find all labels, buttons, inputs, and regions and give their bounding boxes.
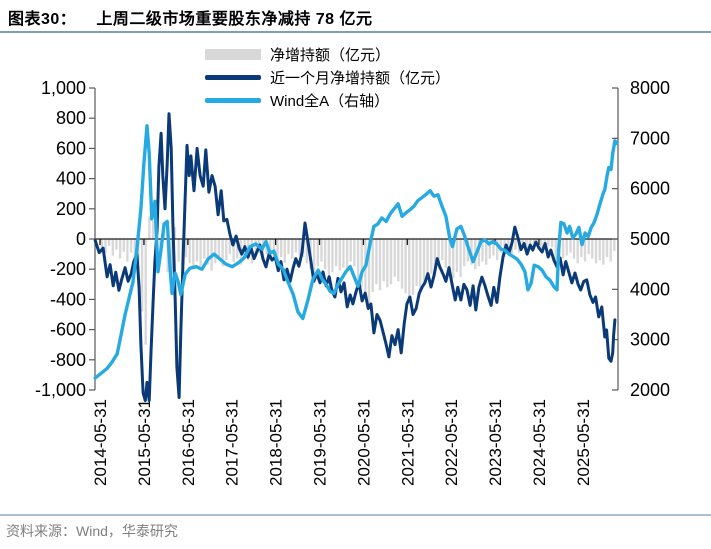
legend-item-net-change: 净增持额（亿元）	[205, 45, 450, 64]
svg-text:400: 400	[56, 169, 86, 189]
svg-text:600: 600	[56, 138, 86, 158]
svg-text:8000: 8000	[630, 78, 670, 98]
svg-text:200: 200	[56, 199, 86, 219]
chart-legend: 净增持额（亿元） 近一个月净增持额（亿元） Wind全A（右轴）	[205, 45, 451, 110]
x-axis-labels: 2014-05-31 2015-05-31 2016-05-31 2017-05-31…	[91, 399, 593, 486]
svg-text:-400: -400	[50, 289, 86, 309]
line-series-monthly-net-change	[93, 112, 617, 403]
legend-swatch-navy-line	[205, 74, 261, 80]
svg-text:-1,000: -1,000	[35, 380, 86, 400]
line-series-wind-all-a	[93, 124, 619, 380]
figure-title: 图表30： 上周二级市场重要股东净减持 78 亿元	[8, 5, 373, 29]
svg-text:6000: 6000	[630, 179, 670, 199]
svg-text:0: 0	[76, 229, 86, 249]
source-rule	[0, 514, 711, 516]
svg-text:3000: 3000	[630, 330, 670, 350]
title-rule	[0, 31, 711, 33]
legend-swatch-cyan-line	[205, 97, 261, 103]
svg-text:2023-05-31: 2023-05-31	[486, 399, 505, 486]
svg-text:2019-05-31: 2019-05-31	[311, 399, 330, 486]
svg-text:2017-05-31: 2017-05-31	[223, 399, 242, 486]
svg-text:2025-05-31: 2025-05-31	[574, 399, 593, 486]
figure-number: 图表30：	[8, 11, 77, 28]
svg-text:2022-05-31: 2022-05-31	[442, 399, 461, 486]
svg-text:7000: 7000	[630, 128, 670, 148]
legend-swatch-bar	[205, 48, 261, 60]
figure-title-text: 上周二级市场重要股东净减持 78 亿元	[96, 11, 373, 28]
svg-text:2014-05-31: 2014-05-31	[91, 399, 110, 486]
svg-text:2021-05-31: 2021-05-31	[398, 399, 417, 486]
svg-text:800: 800	[56, 108, 86, 128]
svg-text:5000: 5000	[630, 229, 670, 249]
svg-text:-800: -800	[50, 350, 86, 370]
legend-item-monthly-net-change: 近一个月净增持额（亿元）	[205, 68, 451, 87]
svg-text:2015-05-31: 2015-05-31	[135, 399, 154, 486]
svg-text:-200: -200	[50, 259, 86, 279]
legend-item-wind-all-a: Wind全A（右轴）	[205, 91, 450, 110]
svg-text:1,000: 1,000	[41, 78, 86, 98]
legend-label-monthly-net-change: 近一个月净增持额（亿元）	[270, 69, 451, 87]
legend-label-wind-all-a: Wind全A（右轴）	[270, 92, 390, 110]
svg-text:2016-05-31: 2016-05-31	[179, 399, 198, 486]
svg-text:2024-05-31: 2024-05-31	[530, 399, 549, 486]
svg-text:4000: 4000	[630, 279, 670, 299]
svg-text:2020-05-31: 2020-05-31	[354, 399, 373, 486]
right-axis: 8000 7000 6000 5000 4000 3000 2000	[612, 78, 670, 400]
source-text: 资料来源：Wind，华泰研究	[6, 523, 178, 539]
svg-text:-600: -600	[50, 320, 86, 340]
left-axis: 1,000 800 600 400 200 0 -200 -400 -600 -800 -1,000	[35, 78, 96, 400]
legend-label-net-change: 净增持额（亿元）	[270, 46, 391, 64]
svg-text:2018-05-31: 2018-05-31	[267, 399, 286, 486]
svg-text:2000: 2000	[630, 380, 670, 400]
